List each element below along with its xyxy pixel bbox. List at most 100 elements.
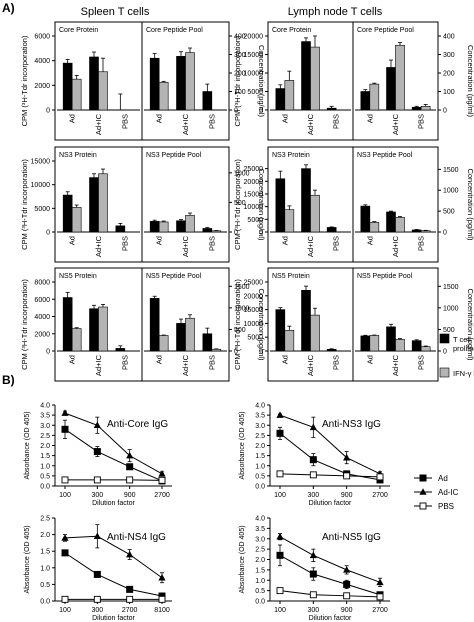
y-tick-label: 15000 [244, 307, 264, 314]
bar [284, 329, 295, 352]
y-tick-label: 0 [259, 349, 263, 356]
x-tick-label: 300 [307, 492, 319, 499]
marker-pbs [309, 591, 317, 599]
chart-title: Anti-NS4 IgG [107, 532, 166, 543]
y-tick-label: 3.5 [40, 413, 50, 420]
lymph-title: Lymph node T cells [288, 6, 383, 18]
legend-label: IFN-γ level [453, 369, 474, 378]
marker-pbs [276, 587, 284, 595]
y-tick-label: 2.5 [40, 433, 50, 440]
x-tick-label: 2700 [122, 607, 138, 614]
y2-tick-label: 100 [443, 89, 455, 96]
y-tick-label: 1.5 [40, 549, 50, 556]
y-tick-label: 5000 [247, 335, 263, 342]
x-tick-label: PBS [417, 236, 426, 251]
y2-tick-label: 500 [443, 209, 455, 216]
bar [326, 107, 337, 111]
y2-tick-label: 200 [443, 71, 455, 78]
x-tick-label: 900 [341, 607, 353, 614]
x-tick-label: Ad [68, 114, 77, 123]
bar [149, 298, 160, 352]
bar [310, 314, 320, 352]
y-tick-label: 2000 [34, 83, 50, 90]
line-chart-2: 0.0 0.5 1.0 1.5 2.0 2.5 3.0 3.5 4.0 100 300 900 2700… [239, 403, 390, 507]
line-chart-4: 0.0 0.5 1.0 1.5 2.0 2.5 3.0 3.5 4.0 100 300 900 2700… [239, 516, 390, 622]
x-tick-label: PBS [207, 236, 216, 251]
y-tick-label: 4.0 [255, 516, 265, 523]
x-tick-label: Ad [68, 236, 77, 245]
y-axis-label: CPM (³H-Tdr incorporation) [233, 159, 242, 250]
bar [360, 335, 371, 352]
line-charts: 0.0 0.5 1.0 1.5 2.0 2.5 3.0 3.5 4.0 100 300 900 2700… [24, 403, 390, 622]
x-tick-label: 8100 [154, 607, 170, 614]
y2-axis-label: Concentration (pg/ml) [257, 45, 266, 118]
bar [202, 333, 213, 352]
bar [310, 46, 320, 111]
marker-ad-ic [343, 566, 351, 573]
marker-ad [419, 474, 427, 482]
x-tick-label: 300 [91, 492, 103, 499]
y2-tick-label: 1500 [234, 284, 250, 291]
y-tick-label: 2.0 [255, 443, 265, 450]
subpanel-title: Core Peptide Pool [146, 27, 203, 34]
bar [326, 227, 337, 233]
marker-pbs [376, 473, 384, 481]
y-tick-label: 4.0 [40, 403, 50, 410]
bar [98, 173, 108, 233]
y-tick-label: 0 [259, 230, 263, 237]
marker-ad [93, 448, 101, 456]
marker-ad [276, 429, 284, 437]
bar [62, 194, 73, 233]
x-tick-label: PBS [207, 114, 216, 129]
y2-axis-label: Concentration (pg/ml) [466, 288, 474, 361]
chart-title: Anti-Core IgG [107, 419, 168, 430]
x-tick-label: 100 [274, 492, 286, 499]
bar [360, 91, 371, 111]
x-tick-label: Ad [155, 236, 164, 245]
y-tick-label: 1.0 [255, 463, 265, 470]
bar [386, 326, 396, 352]
bar [202, 91, 213, 111]
y-tick-label: 3.5 [255, 526, 265, 533]
marker-pbs [126, 476, 134, 484]
y-tick-label: 5000 [247, 89, 263, 96]
y-tick-label: 20000 [244, 34, 264, 41]
marker-ad-ic [61, 409, 69, 416]
y2-tick-label: 1000 [234, 170, 250, 177]
bar [395, 217, 405, 233]
bar [62, 62, 73, 111]
bar [98, 71, 108, 111]
y-tick-label: 15000 [31, 159, 51, 166]
bar [275, 178, 286, 233]
y-tick-label: 0.5 [40, 582, 50, 589]
marker-pbs [93, 595, 101, 603]
y-tick-label: 0.0 [255, 484, 265, 491]
y-tick-label: 20000 [244, 179, 264, 186]
x-tick-label: 100 [59, 607, 71, 614]
y-tick-label: 20000 [244, 293, 264, 300]
bar [284, 80, 295, 111]
y-tick-label: 0.5 [255, 588, 265, 595]
y-tick-label: 2.0 [255, 557, 265, 564]
marker-ad-ic [419, 488, 427, 495]
x-tick-label: Ad [280, 236, 289, 245]
marker-ad-ic [343, 453, 351, 461]
legend-swatch [439, 333, 450, 344]
legend-label: Ad [438, 474, 448, 483]
x-axis-label: Dilution factor [92, 500, 135, 507]
y-tick-label: 4.0 [255, 403, 265, 410]
y-tick-label: 0.5 [40, 473, 50, 480]
marker-ad-ic [61, 534, 69, 541]
bar [149, 221, 160, 233]
series-line [279, 554, 381, 596]
series-line [279, 536, 381, 583]
x-tick-label: PBS [332, 355, 341, 370]
marker-ad [61, 549, 69, 557]
subpanel-title: NS3 Protein [272, 152, 310, 159]
x-tick-label: Ad+IC [94, 354, 103, 376]
bar [301, 168, 311, 233]
bar-chart-1: Core Protein Core Peptide Pool02000400060… [20, 21, 266, 141]
marker-pbs [61, 476, 69, 484]
bar [360, 205, 371, 233]
